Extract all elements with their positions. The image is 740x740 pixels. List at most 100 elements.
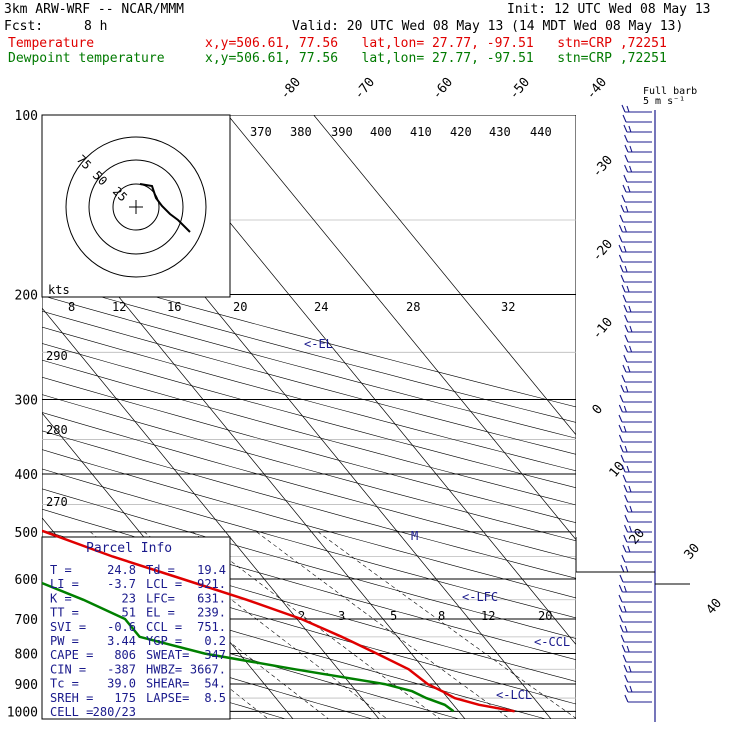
isotherm-label: -20	[590, 237, 617, 265]
parcel-value: 921.	[197, 577, 226, 591]
wind-barb-flag	[624, 494, 629, 503]
isotherm-label: -70	[352, 75, 379, 103]
hodograph-ring	[88, 159, 184, 255]
parcel-value: 8.5	[204, 691, 226, 705]
temperature-profile	[42, 529, 515, 713]
wind-barb-flag	[629, 345, 633, 353]
parcel-key: EL =	[146, 606, 175, 620]
upper-scale-label: 24	[314, 300, 328, 314]
dry-adiabat-line	[42, 343, 576, 489]
wind-barb-flag	[624, 625, 628, 633]
isentrope-label: 390	[331, 125, 353, 139]
wind-barb-flag	[621, 284, 626, 293]
wind-barb-flag	[621, 194, 626, 203]
wind-barb-flag	[628, 485, 632, 493]
wind-barb-flag	[620, 454, 625, 463]
wind-barb-flag	[627, 545, 631, 553]
parcel-value: 3667.	[190, 662, 226, 676]
isentrope-label: 290	[46, 349, 68, 363]
parcel-key: SVI =	[50, 620, 86, 634]
parcel-key: CAPE =	[50, 648, 93, 662]
wind-barb-flag	[618, 404, 623, 413]
isentrope-label: 380	[290, 125, 312, 139]
level-marker-lcl: <-LCL	[496, 688, 532, 702]
wind-barb-flag	[629, 525, 633, 533]
isotherm-label: -50	[507, 75, 534, 103]
parcel-value: 239.	[197, 606, 226, 620]
wind-barb-flag	[624, 334, 629, 343]
wind-barb-flag	[624, 674, 629, 683]
model-title: 3km ARW-WRF -- NCAR/MMM	[4, 2, 185, 17]
wind-barb-flag	[626, 285, 630, 293]
isotherm-line	[313, 115, 576, 436]
wind-barb-flag	[618, 224, 623, 233]
wind-barb-flag	[624, 265, 628, 273]
parcel-info-title: Parcel Info	[86, 541, 172, 556]
wind-barb-flag	[623, 225, 627, 233]
valid-time: Valid: 20 UTC Wed 08 May 13 (14 MDT Wed …	[292, 19, 684, 34]
wind-barb-flag	[623, 354, 628, 363]
hodograph-trace	[139, 183, 191, 233]
parcel-value: -387	[107, 662, 136, 676]
dewpoint-profile	[42, 581, 455, 713]
parcel-key: CELL =	[50, 705, 93, 719]
isentrope-label: 370	[250, 125, 272, 139]
wind-barb-flag	[622, 474, 627, 483]
isotherm-line	[227, 115, 576, 541]
wind-barb-flag	[625, 205, 629, 213]
wind-barb-flag	[621, 104, 626, 113]
parcel-value: 3.44	[107, 634, 136, 648]
isotherm-label: -10	[590, 315, 617, 343]
parcel-key: LFC=	[146, 591, 175, 605]
parcel-value: 631.	[197, 591, 226, 605]
wind-barb-flag	[624, 684, 629, 693]
wind-barb-flag	[628, 125, 632, 133]
wind-barb-flag	[629, 505, 633, 513]
wind-barb-flag	[624, 324, 629, 333]
wind-barb-flag	[625, 565, 629, 573]
wind-barb-flag	[628, 665, 632, 673]
wind-barb-flag	[618, 254, 623, 263]
pressure-label: 600	[15, 573, 38, 588]
isentrope-label: 410	[410, 125, 432, 139]
wind-barb-flag	[618, 614, 623, 623]
isentrope-label: 420	[450, 125, 472, 139]
forecast-label: Fcst:	[4, 19, 44, 34]
wind-barb-flag	[623, 484, 628, 493]
parcel-key: YGP =	[146, 634, 182, 648]
wind-barb-flag	[621, 464, 626, 473]
wind-barb-flag	[626, 105, 630, 113]
wind-barb-flag	[618, 604, 623, 613]
hodograph-ring	[65, 136, 207, 278]
pressure-label: 800	[15, 648, 38, 663]
pressure-label: 700	[15, 613, 38, 628]
parcel-value: 280/23	[93, 705, 136, 719]
wind-barb-flag	[623, 174, 628, 183]
parcel-value: 51	[122, 606, 136, 620]
wind-barb-flag	[619, 264, 624, 273]
parcel-key: HWBZ=	[146, 662, 182, 676]
isotherm-label: 20	[627, 526, 649, 548]
level-marker-el: <-EL	[304, 337, 333, 351]
parcel-key: SREH =	[50, 691, 93, 705]
pressure-label: 1000	[7, 705, 38, 720]
level-marker-ccl: <-CCL	[534, 635, 570, 649]
wind-barb-flag	[620, 564, 625, 573]
wind-barb-flag	[619, 394, 624, 403]
wind-barb-flag	[618, 414, 623, 423]
level-marker-lfc: <-LFC	[462, 590, 498, 604]
upper-scale-label: 20	[233, 300, 247, 314]
wind-barb-flag	[626, 645, 630, 653]
wind-barb-flag	[624, 524, 629, 533]
parcel-value: 39.0	[107, 677, 136, 691]
isotherm-label: -30	[590, 153, 617, 181]
wind-barb-flag	[622, 114, 627, 123]
dry-adiabat-line	[42, 265, 576, 408]
wind-barb-flag	[622, 294, 627, 303]
wind-barb-flag	[618, 584, 623, 593]
wind-barb-flag	[621, 554, 626, 563]
parcel-value: 24.8	[107, 563, 136, 577]
wind-barb-flag	[627, 185, 631, 193]
wind-barb-flag	[621, 374, 626, 383]
hodograph-ring	[112, 183, 160, 231]
